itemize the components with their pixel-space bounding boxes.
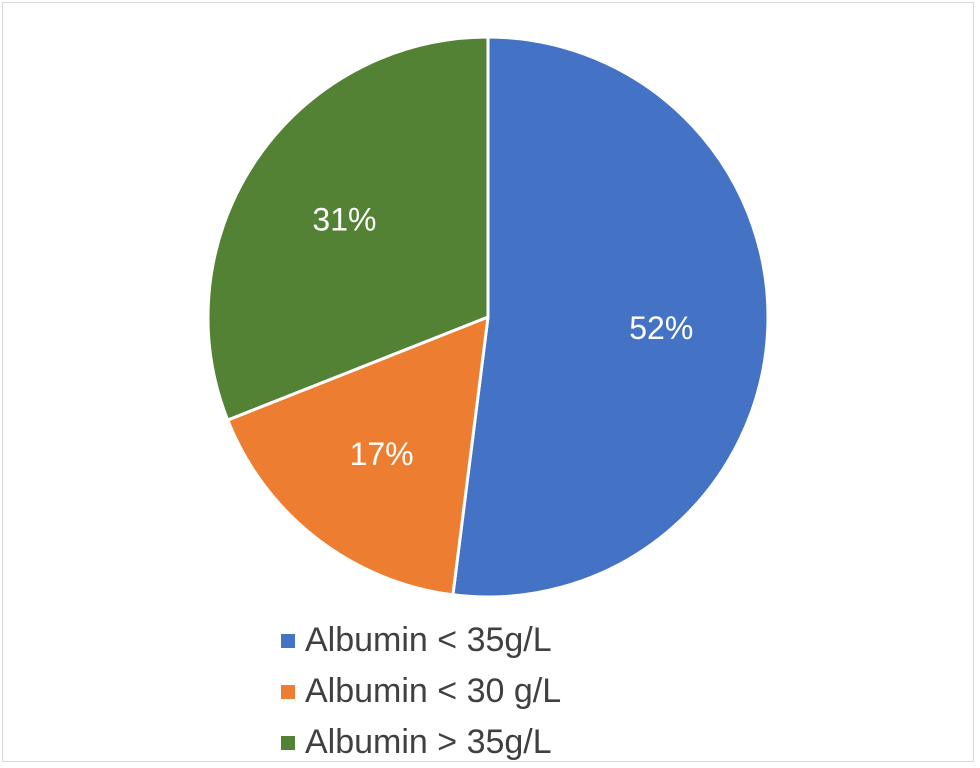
- pie-chart: 52% 17% 31%: [206, 35, 770, 599]
- legend-swatch-green: [281, 735, 295, 750]
- pie-slice-albumin-gt-35: [206, 35, 490, 422]
- legend-item-albumin-gt-35: Albumin > 35g/L: [281, 717, 701, 768]
- legend-label: Albumin < 35g/L: [305, 621, 552, 659]
- legend-item-albumin-lt-30: Albumin < 30 g/L: [281, 666, 701, 717]
- legend-label: Albumin > 35g/L: [305, 723, 552, 761]
- pie-slice-albumin-lt-30: [226, 315, 490, 597]
- legend-swatch-blue: [281, 633, 295, 648]
- data-label: 31%: [312, 201, 376, 237]
- data-label: 52%: [629, 310, 693, 346]
- pie-slice-albumin-lt-35: [451, 35, 770, 599]
- legend-label: Albumin < 30 g/L: [305, 672, 562, 710]
- legend-item-albumin-lt-35: Albumin < 35g/L: [281, 615, 701, 666]
- legend-swatch-orange: [281, 684, 295, 699]
- legend: Albumin < 35g/L Albumin < 30 g/L Albumin…: [281, 615, 701, 768]
- data-label: 17%: [350, 436, 414, 472]
